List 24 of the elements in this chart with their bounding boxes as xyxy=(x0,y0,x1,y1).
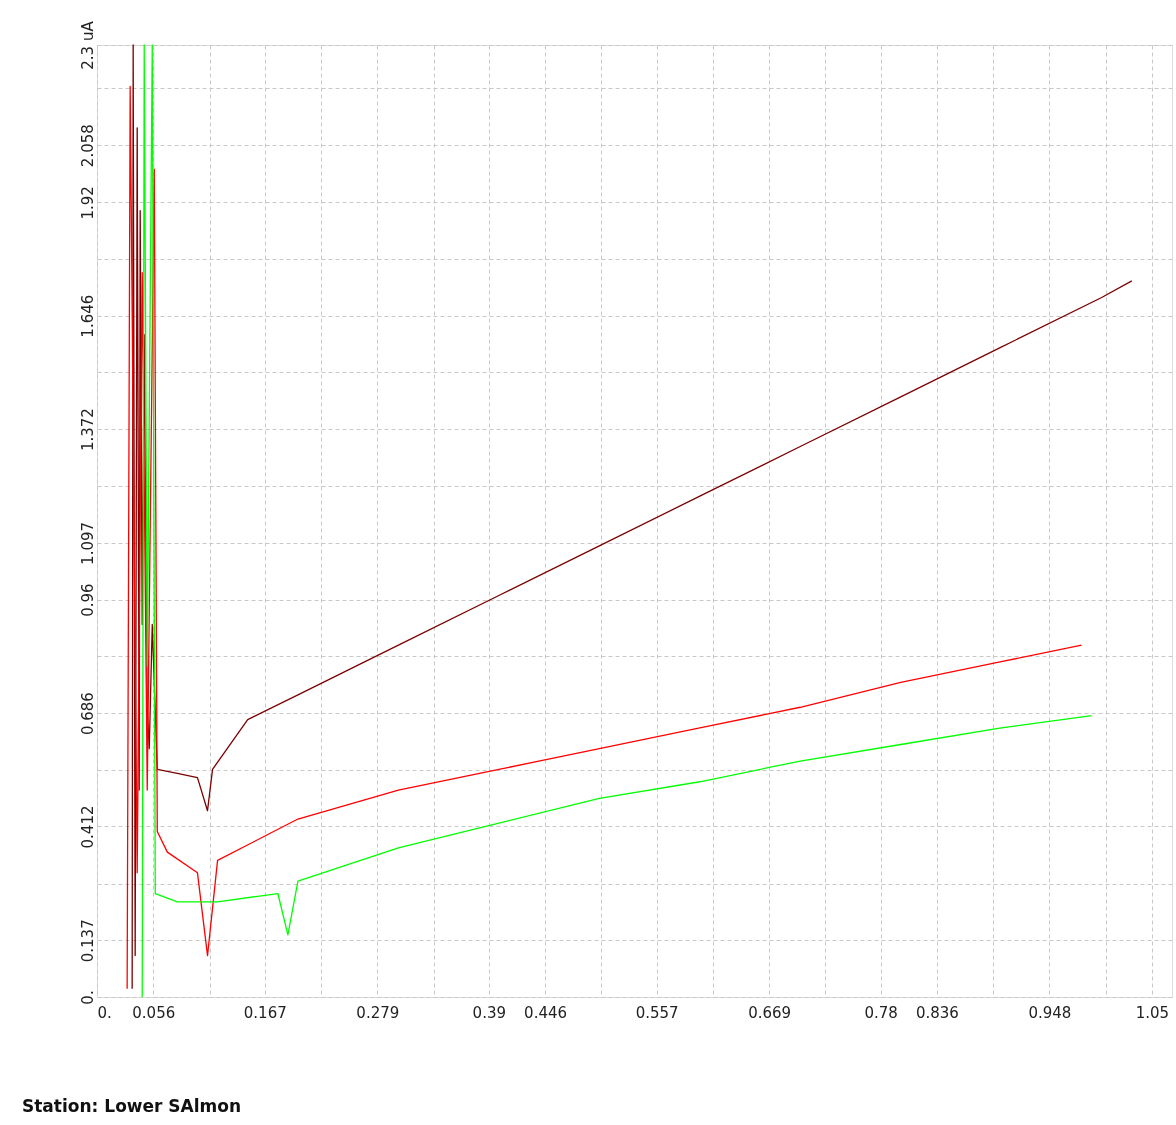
x-tick-label: 0. xyxy=(97,1003,112,1022)
y-tick-label: 0.412 xyxy=(78,805,97,849)
x-tick-label: 0.167 xyxy=(243,1003,287,1022)
y-tick-label: 2.058 xyxy=(78,124,97,168)
x-tick-label: 0.446 xyxy=(524,1003,568,1022)
y-tick-label: 1.646 xyxy=(78,294,97,338)
x-tick-label: 0.557 xyxy=(635,1003,679,1022)
y-tick-label: 2.3 uA xyxy=(78,20,97,70)
x-tick-label: 0.669 xyxy=(748,1003,792,1022)
y-tick-label: 0.686 xyxy=(78,692,97,736)
y-tick-label: 1.92 xyxy=(78,186,97,220)
x-tick-label: 0.948 xyxy=(1028,1003,1072,1022)
x-tick-label: 1.05 xyxy=(1135,1003,1170,1022)
x-tick-label: 0.279 xyxy=(356,1003,400,1022)
x-tick-label: 0.836 xyxy=(915,1003,959,1022)
y-tick-label: 0. xyxy=(78,990,97,1005)
x-tick-label: 0.78 xyxy=(864,1003,898,1022)
y-tick-label: 0.96 xyxy=(78,583,97,617)
text: Station: Lower SAlmon xyxy=(22,1096,242,1116)
y-tick-label: 1.372 xyxy=(78,408,97,452)
x-tick-label: 0.056 xyxy=(132,1003,176,1022)
y-tick-label: 0.137 xyxy=(78,919,97,963)
x-tick-label: 0.39 xyxy=(472,1003,507,1022)
y-tick-label: 1.097 xyxy=(78,521,97,565)
